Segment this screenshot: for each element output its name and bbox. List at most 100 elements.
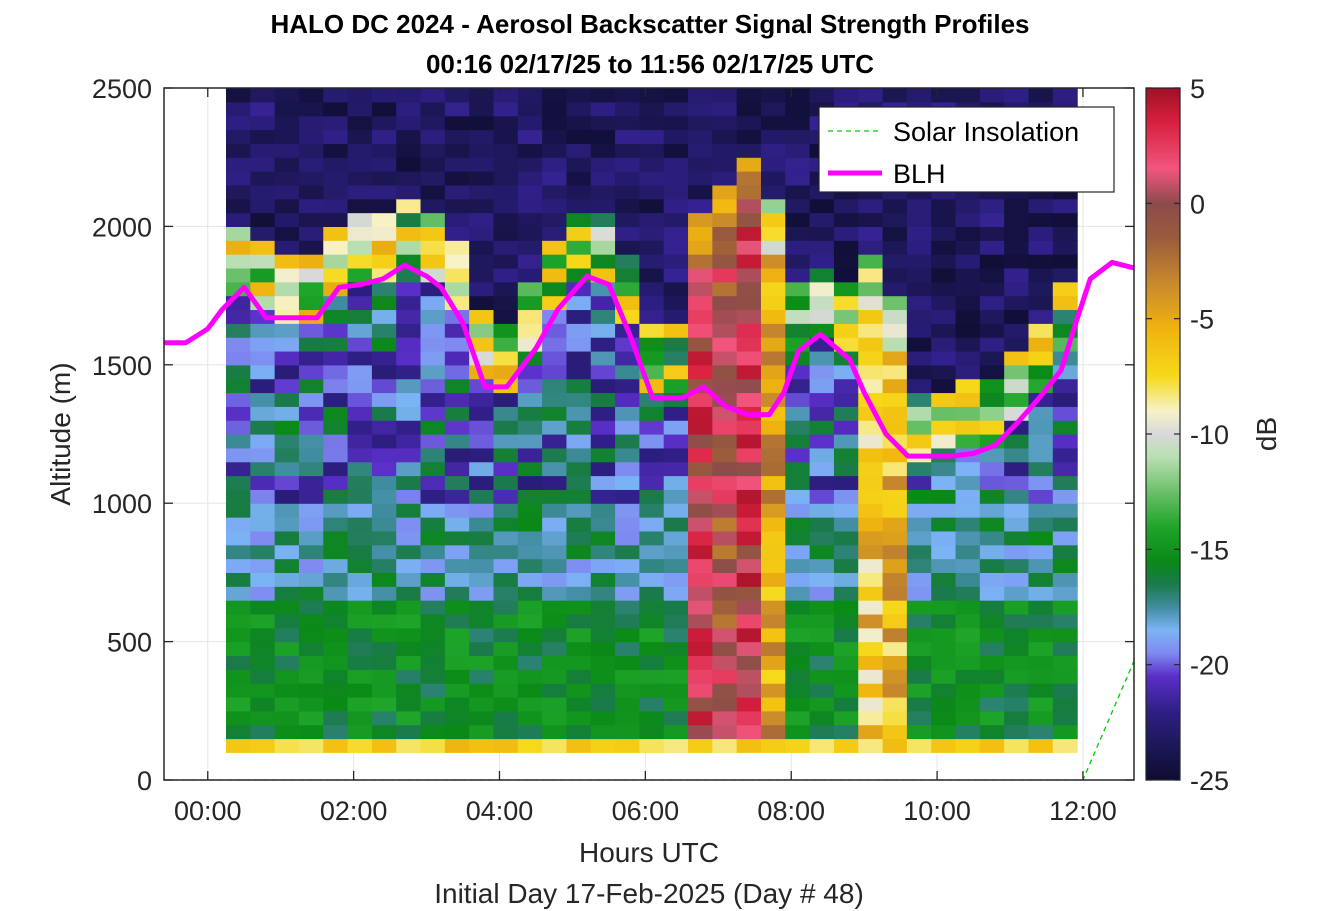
heatmap-cell (663, 281, 689, 297)
heatmap-cell (931, 364, 957, 380)
heatmap-cell (274, 586, 300, 601)
heatmap-cell (931, 406, 957, 421)
heatmap-cell (1052, 378, 1078, 394)
heatmap-cell (736, 143, 762, 158)
heatmap-cell (323, 669, 349, 684)
heatmap-cell (225, 212, 251, 227)
heatmap-cell (906, 544, 932, 560)
heatmap-cell (979, 254, 1005, 269)
heatmap-cell (882, 406, 908, 421)
heatmap-cell (250, 323, 276, 338)
heatmap-cell (785, 641, 811, 657)
heatmap-cell (469, 420, 495, 435)
heatmap-cell (250, 586, 276, 601)
heatmap-cell (542, 337, 568, 352)
heatmap-cell (396, 309, 422, 324)
heatmap-cell (639, 226, 665, 241)
heatmap-cell (347, 627, 373, 643)
heatmap-cell (833, 710, 859, 726)
heatmap-cell (906, 517, 932, 532)
heatmap-cell (298, 378, 324, 394)
heatmap-cell (1052, 669, 1078, 684)
heatmap-cell (420, 406, 446, 421)
heatmap-cell (347, 309, 373, 324)
heatmap-cell (298, 489, 324, 504)
heatmap-cell (1052, 710, 1078, 726)
heatmap-cell (590, 254, 616, 269)
heatmap-cell (1004, 281, 1030, 297)
heatmap-cell (979, 544, 1005, 560)
heatmap-cell (469, 724, 495, 740)
heatmap-cell (809, 461, 835, 477)
heatmap-cell (274, 613, 300, 629)
heatmap-cell (688, 254, 713, 269)
heatmap-cell (444, 475, 470, 490)
heatmap-cell (274, 503, 300, 518)
heatmap-cell (663, 378, 689, 394)
heatmap-cell (688, 184, 713, 200)
heatmap-cell (274, 254, 300, 269)
heatmap-cell (1004, 295, 1030, 311)
heatmap-cell (833, 406, 859, 421)
heatmap-cell (858, 198, 884, 214)
heatmap-cell (590, 392, 616, 407)
heatmap-cell (688, 88, 713, 103)
heatmap-cell (663, 655, 689, 670)
heatmap-cell (225, 600, 251, 615)
heatmap-cell (566, 254, 592, 269)
heatmap-cell (760, 572, 786, 587)
heatmap-cell (979, 683, 1005, 698)
heatmap-cell (566, 434, 592, 449)
heatmap-cell (566, 406, 592, 421)
heatmap-cell (298, 240, 324, 255)
heatmap-cell (639, 157, 665, 172)
heatmap-cell (469, 143, 495, 158)
heatmap-cell (712, 295, 738, 311)
heatmap-cell (298, 143, 324, 158)
heatmap-cell (906, 198, 932, 214)
heatmap-cell (760, 641, 786, 657)
heatmap-cell (736, 434, 762, 449)
heatmap-cell (396, 171, 422, 186)
heatmap-cell (712, 226, 738, 241)
heatmap-cell (736, 489, 762, 504)
heatmap-cell (371, 613, 397, 629)
heatmap-cell (396, 226, 422, 241)
heatmap-cell (298, 447, 324, 463)
heatmap-cell (1004, 627, 1030, 643)
heatmap-cell (371, 696, 397, 712)
heatmap-cell (274, 724, 300, 740)
heatmap-cell (323, 378, 349, 394)
heatmap-cell (785, 724, 811, 740)
heatmap-cell (882, 586, 908, 601)
heatmap-cell (663, 309, 689, 324)
heatmap-cell (274, 267, 300, 283)
heatmap-cell (371, 309, 397, 324)
heatmap-cell (323, 613, 349, 629)
heatmap-cell (760, 489, 786, 504)
heatmap-cell (663, 530, 689, 546)
heatmap-cell (298, 738, 324, 753)
heatmap-cell (906, 738, 932, 753)
heatmap-cell (688, 489, 713, 504)
heatmap-cell (906, 337, 932, 352)
heatmap-cell (225, 517, 251, 532)
heatmap-cell (639, 198, 665, 214)
heatmap-cell (785, 171, 811, 186)
heatmap-cell (760, 475, 786, 490)
heatmap-cell (736, 627, 762, 643)
heatmap-cell (542, 489, 568, 504)
heatmap-cell (420, 101, 446, 117)
heatmap-cell (688, 517, 713, 532)
heatmap-cell (809, 558, 835, 573)
heatmap-cell (931, 696, 957, 712)
heatmap-cell (688, 613, 713, 629)
heatmap-cell (858, 295, 884, 311)
heatmap-cell (420, 337, 446, 352)
heatmap-cell (931, 530, 957, 546)
heatmap-cell (1052, 517, 1078, 532)
heatmap-cell (663, 447, 689, 463)
heatmap-cell (371, 544, 397, 560)
heatmap-cell (858, 254, 884, 269)
heatmap-cell (347, 350, 373, 366)
